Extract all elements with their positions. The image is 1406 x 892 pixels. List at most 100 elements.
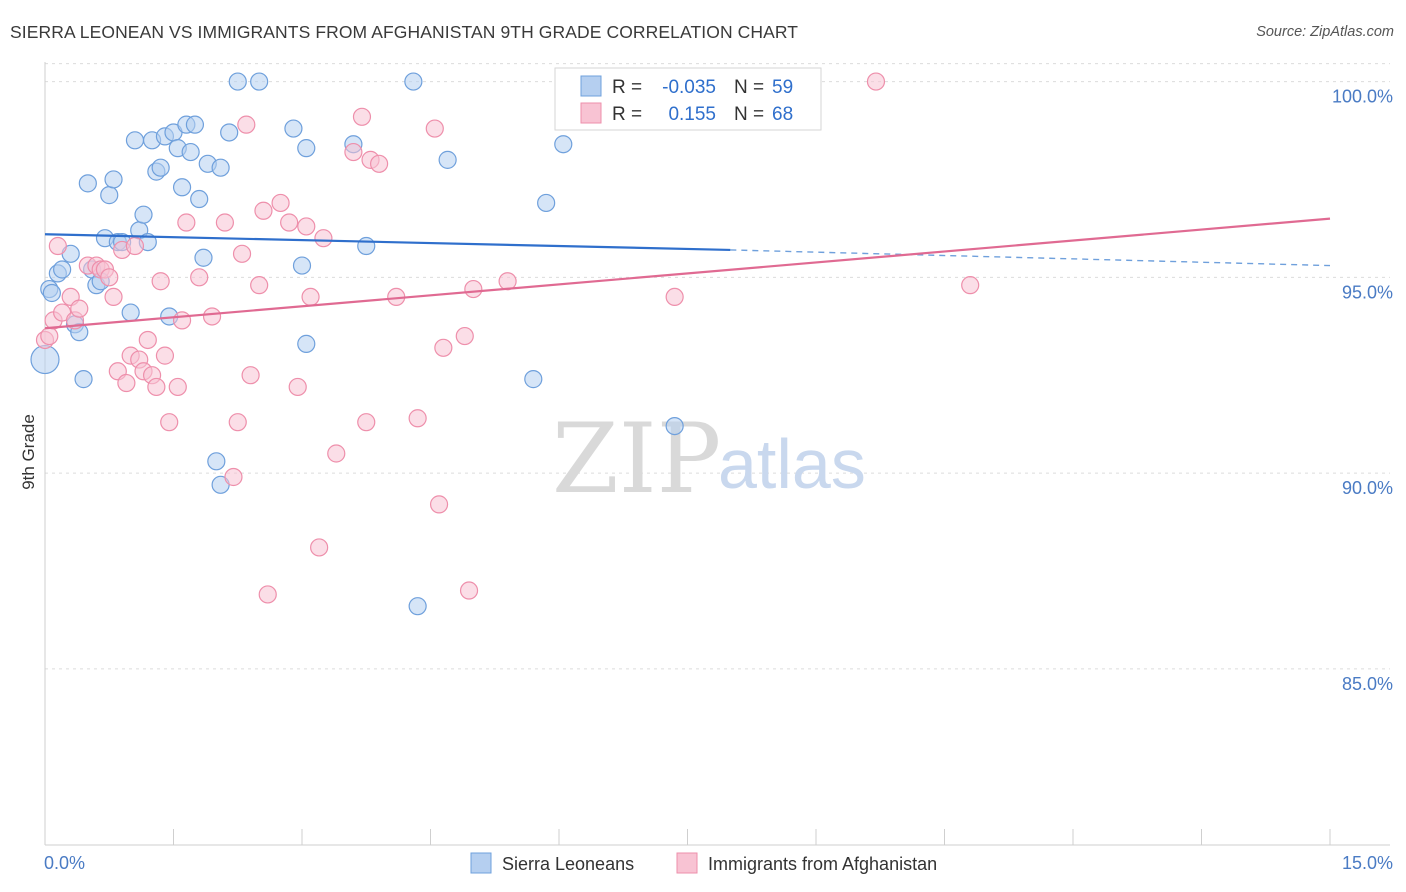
point-sierra-leoneans	[134, 205, 153, 224]
point-sierra-leoneans	[42, 283, 61, 303]
point-afghanistan	[344, 142, 363, 162]
legend-r-value-1: -0.035	[662, 77, 716, 98]
point-sierra-leoneans	[357, 236, 376, 256]
series-swatch-afghanistan	[676, 852, 698, 874]
legend-r-label-2: R =	[612, 104, 642, 125]
legend-n-label-1: N =	[734, 77, 764, 98]
point-afghanistan	[48, 236, 67, 256]
point-sierra-leoneans	[207, 452, 226, 471]
point-sierra-leoneans	[292, 256, 312, 275]
point-afghanistan	[172, 311, 192, 330]
point-afghanistan	[215, 213, 234, 232]
point-sierra-leoneans	[404, 72, 423, 91]
point-afghanistan	[228, 413, 247, 432]
x-tick-labels: 0.0% 15.0%	[44, 853, 1393, 873]
point-afghanistan	[104, 287, 123, 306]
point-sierra-leoneans	[228, 72, 247, 91]
legend-n-value-1: 59	[772, 77, 793, 98]
trend-line-sierra-leoneans-extension	[730, 249, 1331, 267]
trend-line-sierra-leoneans	[44, 233, 731, 252]
point-afghanistan	[168, 377, 187, 397]
trend-lines	[44, 217, 1331, 330]
point-sierra-leoneans	[537, 193, 556, 213]
point-afghanistan	[125, 236, 145, 256]
point-afghanistan	[280, 213, 299, 232]
data-points	[30, 72, 980, 616]
point-afghanistan	[147, 377, 166, 397]
watermark-zip: ZIP	[552, 403, 721, 515]
point-afghanistan	[327, 444, 346, 463]
point-sierra-leoneans	[30, 344, 60, 375]
point-sierra-leoneans	[172, 178, 192, 197]
point-sierra-leoneans	[665, 416, 684, 436]
point-sierra-leoneans	[524, 370, 543, 389]
point-afghanistan	[151, 272, 170, 291]
point-sierra-leoneans	[554, 135, 573, 154]
point-afghanistan	[232, 244, 252, 263]
point-afghanistan	[254, 201, 273, 220]
trend-line-afghanistan	[44, 217, 1331, 330]
point-afghanistan	[352, 107, 372, 126]
point-afghanistan	[250, 276, 269, 295]
point-afghanistan	[665, 287, 684, 306]
point-afghanistan	[310, 538, 329, 557]
point-afghanistan	[202, 307, 222, 326]
point-afghanistan	[301, 287, 320, 306]
y-tick-labels: 85.0% 90.0% 95.0% 100.0%	[1332, 87, 1393, 694]
point-afghanistan	[455, 326, 474, 346]
point-afghanistan	[258, 585, 277, 604]
point-afghanistan	[429, 495, 449, 514]
point-afghanistan	[40, 326, 59, 346]
grid-lines	[45, 63, 1390, 670]
legend-n-value-2: 68	[772, 104, 793, 125]
point-afghanistan	[100, 268, 119, 287]
point-afghanistan	[224, 467, 243, 487]
point-afghanistan	[961, 276, 980, 295]
point-afghanistan	[357, 413, 376, 432]
point-afghanistan	[177, 213, 196, 232]
point-afghanistan	[314, 229, 333, 248]
x-tick-label-max: 15.0%	[1342, 853, 1393, 873]
point-sierra-leoneans	[78, 174, 97, 193]
watermark: ZIP atlas	[552, 403, 866, 515]
point-afghanistan	[297, 217, 316, 236]
point-sierra-leoneans	[121, 303, 140, 322]
point-sierra-leoneans	[408, 597, 427, 616]
point-sierra-leoneans	[220, 123, 239, 142]
correlation-legend: R = -0.035 N = 59 R = 0.155 N = 68	[554, 67, 822, 131]
y-tick-label: 100.0%	[1332, 87, 1393, 107]
legend-r-value-2: 0.155	[668, 104, 716, 125]
point-sierra-leoneans	[284, 119, 303, 138]
point-sierra-leoneans	[211, 158, 230, 177]
legend-swatch-blue	[580, 75, 602, 97]
series-label-afghanistan: Immigrants from Afghanistan	[708, 854, 937, 874]
series-swatch-sierra-leoneans	[470, 852, 492, 874]
point-afghanistan	[190, 268, 209, 287]
point-afghanistan	[241, 366, 260, 385]
point-afghanistan	[70, 299, 89, 318]
series-label-sierra-leoneans: Sierra Leoneans	[502, 854, 634, 874]
point-afghanistan	[866, 72, 886, 91]
point-afghanistan	[138, 330, 157, 350]
point-afghanistan	[160, 413, 179, 432]
y-axis-label: 9th Grade	[19, 414, 38, 490]
point-afghanistan	[288, 377, 307, 397]
point-afghanistan	[117, 373, 136, 393]
point-sierra-leoneans	[104, 170, 123, 189]
point-sierra-leoneans	[438, 150, 457, 169]
legend-swatch-pink	[580, 102, 602, 124]
legend-r-label-1: R =	[612, 77, 642, 98]
axes	[44, 62, 1390, 846]
watermark-atlas: atlas	[718, 425, 866, 503]
point-sierra-leoneans	[297, 139, 316, 158]
point-sierra-leoneans	[297, 334, 316, 353]
point-sierra-leoneans	[74, 370, 93, 389]
point-afghanistan	[425, 119, 444, 138]
legend-n-label-2: N =	[734, 104, 764, 125]
point-afghanistan	[459, 581, 479, 600]
series-legend: Sierra Leoneans Immigrants from Afghanis…	[470, 852, 937, 874]
point-afghanistan	[408, 409, 427, 428]
point-sierra-leoneans	[125, 131, 145, 150]
point-afghanistan	[370, 154, 389, 173]
